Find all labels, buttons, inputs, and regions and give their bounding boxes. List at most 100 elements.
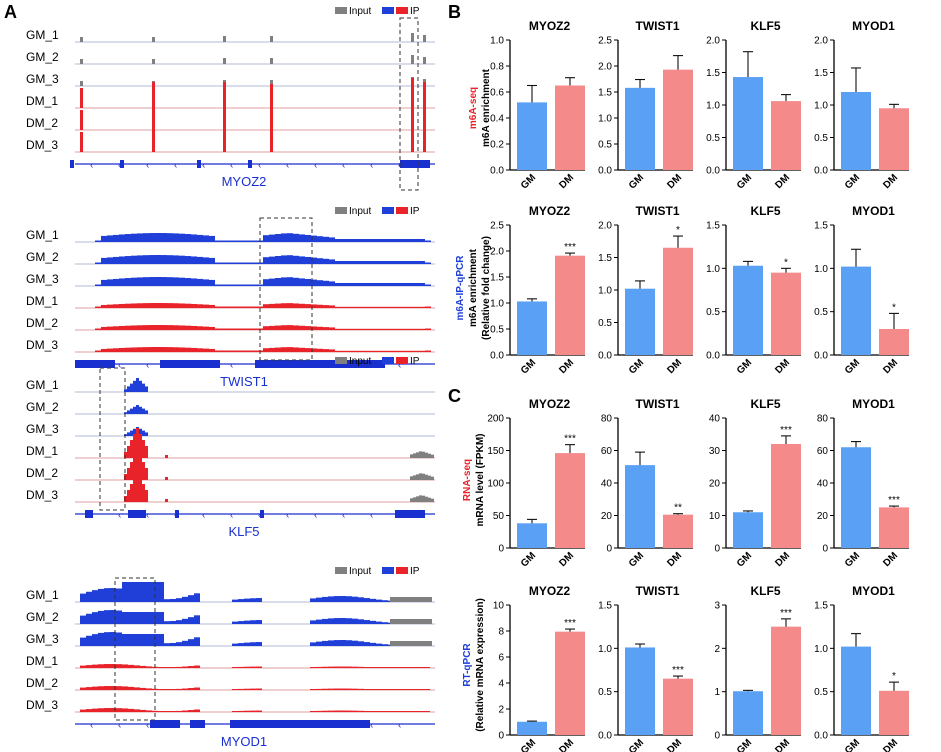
sample-label-gm_3: GM_3 [26, 632, 59, 646]
y-tick-label: 0.6 [490, 88, 504, 99]
coverage-peak [155, 347, 161, 352]
coverage-peak [364, 598, 370, 602]
coverage-peak [142, 484, 145, 502]
y-tick-label: 40 [817, 479, 829, 490]
coverage-peak [122, 708, 128, 712]
coverage-peak [149, 347, 155, 352]
coverage-peak [165, 477, 168, 480]
legend-ip-label: IP [410, 566, 420, 577]
strand-arrow-icon: ‹ [342, 360, 345, 371]
sample-label-dm_3: DM_3 [26, 488, 58, 502]
chart-title: TWIST1 [636, 397, 680, 411]
coverage-peak [107, 279, 113, 286]
coverage-peak [176, 688, 182, 690]
sample-label-dm_3: DM_3 [26, 138, 58, 152]
coverage-peak [130, 462, 133, 480]
coverage-peak [155, 303, 161, 308]
panel-label-c: C [448, 386, 461, 406]
sample-label-gm_2: GM_2 [26, 400, 59, 414]
significance-mark: * [676, 225, 680, 236]
x-tick-label-gm: GM [735, 172, 754, 191]
coverage-peak [245, 350, 251, 352]
significance-mark: *** [564, 618, 576, 629]
sample-label-gm_3: GM_3 [26, 72, 59, 86]
coverage-peak [428, 497, 431, 502]
y-tick-label: 1.5 [814, 601, 828, 612]
x-tick-label-gm: GM [843, 550, 862, 569]
x-tick-label-dm: DM [773, 357, 792, 376]
strand-arrow-icon: ‹ [230, 360, 233, 371]
coverage-peak [353, 239, 359, 242]
coverage-peak [80, 687, 86, 690]
coverage-peak [119, 325, 125, 330]
y-tick-label: 2 [714, 644, 720, 655]
gene-exon [190, 720, 205, 728]
coverage-peak [270, 106, 273, 130]
coverage-peak [191, 325, 197, 330]
coverage-peak [133, 428, 136, 436]
coverage-peak [293, 233, 299, 242]
coverage-peak [416, 474, 419, 480]
coverage-peak [182, 640, 188, 646]
sample-label-gm_3: GM_3 [26, 272, 59, 286]
x-tick-label-dm: DM [881, 550, 900, 569]
strand-arrow-icon: ‹ [286, 360, 289, 371]
coverage-peak [130, 408, 133, 414]
strand-arrow-icon: ‹ [118, 510, 121, 521]
coverage-peak [80, 665, 86, 668]
coverage-peak [209, 279, 215, 286]
coverage-peak [142, 430, 145, 436]
y-tick-label: 0.5 [598, 318, 612, 329]
gene-exon [260, 510, 264, 518]
coverage-peak [425, 306, 431, 308]
coverage-peak [164, 711, 170, 712]
coverage-peak [80, 615, 86, 624]
coverage-peak [310, 689, 316, 690]
coverage-peak [412, 711, 418, 712]
strand-arrow-icon: ‹ [370, 360, 373, 371]
coverage-peak [353, 261, 359, 264]
coverage-peak [311, 257, 317, 264]
coverage-peak [352, 666, 358, 668]
coverage-peak [127, 386, 130, 392]
coverage-peak [233, 306, 239, 308]
coverage-peak [215, 306, 221, 308]
coverage-peak [346, 596, 352, 602]
y-tick-label: 1.0 [814, 264, 828, 275]
coverage-peak [275, 303, 281, 308]
chart-title: MYOZ2 [529, 19, 571, 33]
coverage-peak [334, 618, 340, 624]
coverage-peak [80, 81, 83, 86]
coverage-peak [382, 711, 388, 712]
coverage-peak [130, 383, 133, 392]
coverage-peak [401, 350, 407, 352]
y-tick-label: 1.0 [706, 264, 720, 275]
coverage-peak [116, 632, 122, 646]
coverage-peak [359, 261, 365, 264]
coverage-peak [152, 37, 155, 42]
chart-title: MYOD1 [852, 204, 895, 218]
coverage-peak [287, 303, 293, 308]
coverage-peak [323, 349, 329, 352]
coverage-peak [323, 280, 329, 286]
coverage-peak [382, 600, 388, 602]
coverage-peak [376, 711, 382, 712]
coverage-peak [95, 240, 101, 242]
coverage-peak [416, 496, 419, 502]
legend-ip-blue-swatch [382, 357, 394, 364]
y-tick-label: 0.4 [490, 114, 504, 125]
track-legend: Input IP [335, 6, 420, 17]
coverage-peak [401, 239, 407, 242]
coverage-peak [233, 284, 239, 286]
coverage-peak [203, 279, 209, 286]
coverage-peak [116, 708, 122, 712]
coverage-peak [140, 709, 146, 712]
y-tick-label: 0 [606, 544, 612, 555]
sample-label-dm_2: DM_2 [26, 466, 58, 480]
bar-dm [555, 631, 585, 735]
coverage-peak [203, 326, 209, 330]
coverage-peak [110, 708, 116, 712]
sample-label-gm_1: GM_1 [26, 588, 59, 602]
coverage-peak [346, 640, 352, 646]
